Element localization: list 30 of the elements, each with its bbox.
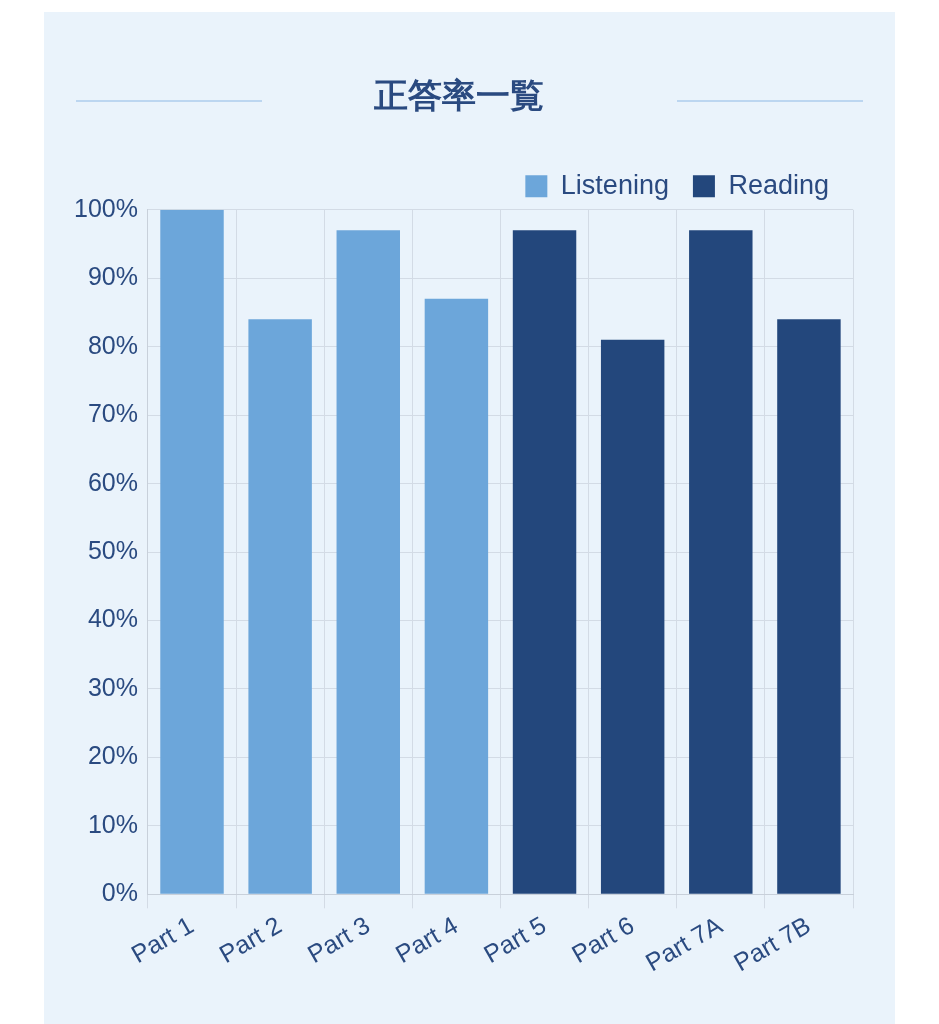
y-tick-label: 70%: [87, 399, 138, 428]
bar: [512, 230, 577, 894]
bar: [160, 209, 224, 894]
y-tick-label: 30%: [87, 672, 138, 701]
bar: [600, 339, 665, 894]
legend-label: Reading: [728, 169, 829, 200]
y-tick-label: 90%: [87, 262, 138, 291]
x-tick-label: Part 4: [390, 910, 463, 968]
bar: [777, 319, 841, 894]
x-tick-label: Part 6: [566, 910, 639, 968]
y-tick-label: 100%: [73, 193, 138, 222]
y-tick-label: 60%: [87, 467, 138, 496]
y-tick-label: 0%: [101, 878, 138, 907]
y-tick-label: 20%: [87, 741, 138, 770]
x-tick-label: Part 7A: [640, 910, 728, 977]
y-tick-label: 40%: [87, 604, 138, 633]
y-tick-label: 80%: [87, 330, 138, 359]
bar: [424, 298, 489, 894]
x-tick-label: Part 1: [126, 910, 198, 968]
x-tick-label: Part 2: [214, 910, 287, 968]
x-tick-label: Part 5: [478, 910, 551, 968]
bar: [248, 319, 312, 894]
y-tick-label: 10%: [87, 809, 138, 838]
legend-label: Listening: [560, 169, 669, 200]
chart-title: 正答率一覧: [372, 75, 544, 116]
x-tick-label: Part 7B: [728, 910, 815, 977]
bar: [336, 230, 400, 894]
x-tick-label: Part 3: [302, 910, 375, 968]
bar: [689, 230, 753, 894]
y-tick-label: 50%: [87, 535, 138, 564]
